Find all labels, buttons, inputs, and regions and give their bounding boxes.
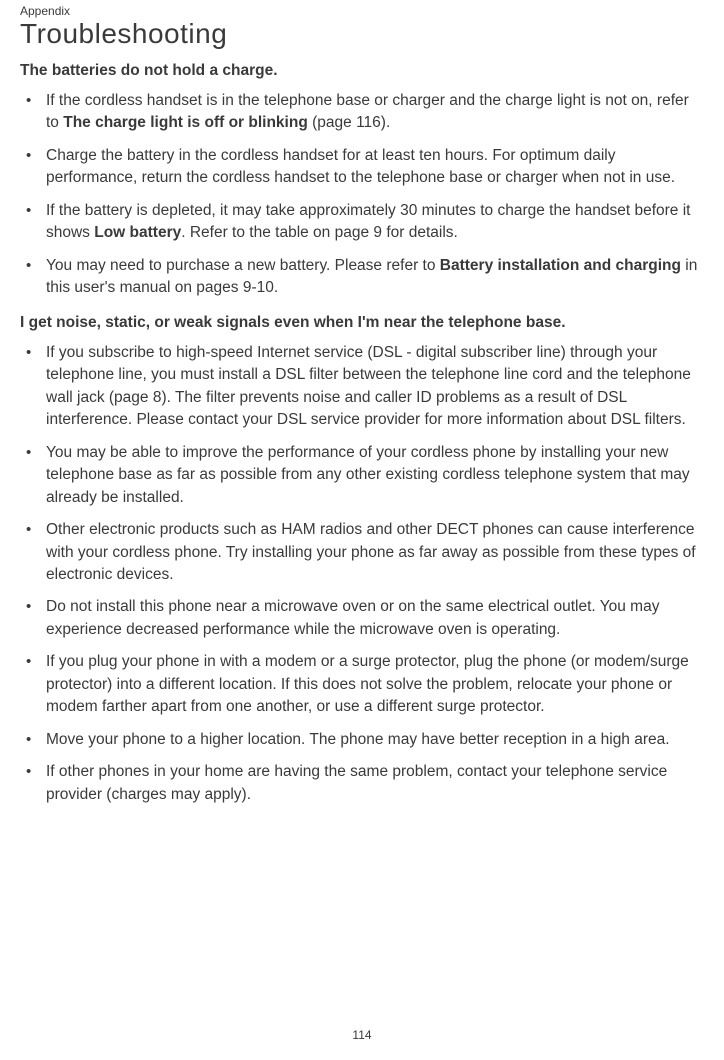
- list-item: You may be able to improve the performan…: [20, 442, 704, 509]
- chapter-label: Appendix: [20, 4, 704, 18]
- list-item: You may need to purchase a new battery. …: [20, 255, 704, 300]
- list-item: If you plug your phone in with a modem o…: [20, 651, 704, 718]
- list-item: If other phones in your home are having …: [20, 761, 704, 806]
- list-item: Move your phone to a higher location. Th…: [20, 729, 704, 751]
- section2-list: If you subscribe to high-speed Internet …: [20, 342, 704, 806]
- page-number: 114: [352, 1028, 371, 1042]
- list-item: If the battery is depleted, it may take …: [20, 200, 704, 245]
- section1-list: If the cordless handset is in the teleph…: [20, 90, 704, 300]
- list-item: If you subscribe to high-speed Internet …: [20, 342, 704, 432]
- list-item: If the cordless handset is in the teleph…: [20, 90, 704, 135]
- list-item: Charge the battery in the cordless hands…: [20, 145, 704, 190]
- list-item: Do not install this phone near a microwa…: [20, 596, 704, 641]
- section1-heading: The batteries do not hold a charge.: [20, 62, 704, 80]
- section2-heading: I get noise, static, or weak signals eve…: [20, 314, 704, 332]
- list-item: Other electronic products such as HAM ra…: [20, 519, 704, 586]
- page-title: Troubleshooting: [20, 18, 704, 50]
